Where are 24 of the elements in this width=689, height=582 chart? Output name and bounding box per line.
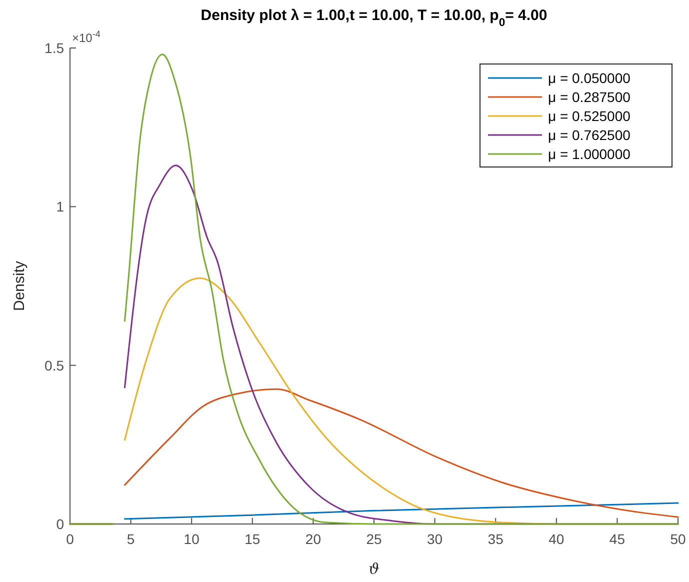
x-axis-title: ϑ: [368, 560, 380, 578]
y-tick-label: 0.5: [44, 357, 64, 374]
x-tick-label: 30: [427, 531, 443, 547]
text: ×10$^{-4}$: [72, 29, 100, 45]
x-tick-label: 25: [366, 531, 382, 547]
x-tick-label: 50: [670, 531, 686, 547]
x-tick-label: 5: [126, 531, 135, 547]
y-tick-label: 1.5: [44, 40, 64, 56]
x-tick-label: 15: [244, 531, 260, 547]
x-tick-label: 10: [184, 531, 200, 547]
legend-label: μ = 0.525000: [548, 108, 631, 124]
y-tick-label: 0: [56, 516, 64, 532]
legend-label: μ = 1.000000: [548, 146, 631, 162]
legend-label: μ = 0.287500: [548, 89, 631, 105]
legend-label: μ = 0.762500: [548, 127, 631, 143]
x-tick-label: 35: [488, 531, 504, 547]
y-axis-title: Density: [11, 260, 28, 312]
x-tick-label: 0: [66, 531, 74, 547]
x-tick-label: 45: [609, 531, 626, 547]
chart-title: Density plot λ = 1.00,t = 10.00, T = 10.00, p$_{0}$= 4.00: [200, 7, 548, 29]
legend-label: μ = 0.050000: [548, 70, 631, 86]
x-tick-label: 40: [548, 531, 564, 547]
x-tick-label: 20: [305, 531, 322, 547]
y-tick-label: 1: [56, 198, 64, 215]
